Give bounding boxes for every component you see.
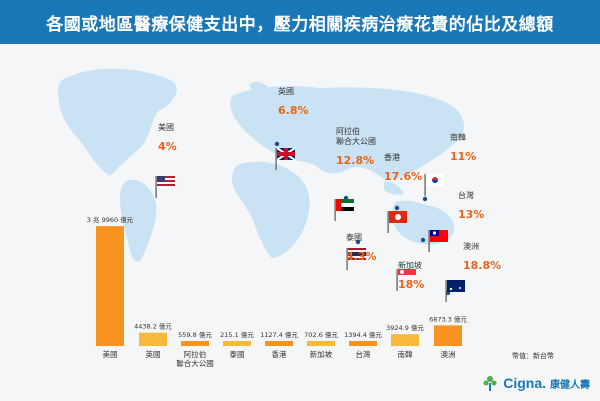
bar-value-label-7: 3924.9 億元: [386, 323, 424, 332]
pin-kr: [422, 196, 428, 202]
share-pct-uk: 6.8%: [278, 104, 309, 117]
flag-us-icon: [155, 176, 175, 198]
share-name-tw: 台灣: [458, 190, 474, 200]
bar-value-label-3: 215.1 億元: [220, 330, 254, 339]
share-pct-au: 18.8%: [463, 259, 501, 272]
share-pct-hk: 17.6%: [384, 170, 422, 183]
category-label-3: 泰國: [230, 349, 245, 359]
bar-2: [181, 341, 209, 346]
category-label-7: 南韓: [398, 349, 413, 359]
bar-value-label-2: 559.8 億元: [178, 330, 212, 339]
pin-th: [355, 239, 361, 245]
share-pct-uae: 12.8%: [336, 154, 374, 167]
pin-uk: [274, 141, 280, 147]
share-pct-us: 4%: [158, 140, 177, 153]
logo-cn: 康健人壽: [550, 379, 590, 391]
flag-hk-icon: [387, 211, 407, 233]
share-name-uae: 聯合大公國: [336, 136, 376, 146]
share-name-uk: 英國: [278, 86, 294, 96]
share-pct-tw: 13%: [458, 208, 484, 221]
share-pct-kr: 11%: [450, 150, 476, 163]
cigna-logo: Cigna. 康健人壽: [481, 374, 590, 392]
bar-4: [265, 341, 293, 346]
share-name-au: 澳洲: [463, 241, 479, 251]
bar-value-label-5: 702.6 億元: [304, 330, 338, 339]
flag-th-icon: [346, 248, 366, 270]
bar-value-label-8: 6873.3 億元: [429, 314, 467, 323]
bar-5: [307, 341, 335, 346]
share-name-sg: 新加坡: [398, 260, 422, 270]
bar-value-label-1: 4438.2 億元: [134, 322, 172, 331]
landmass-3: [232, 161, 310, 258]
category-label-4: 香港: [272, 349, 287, 359]
category-label-2: 聯合大公國: [176, 358, 214, 368]
flag-kr-icon: [424, 174, 444, 196]
bar-value-label-0: 3 兆 9960 億元: [87, 215, 134, 224]
landmass-1: [120, 179, 157, 262]
pin-tw: [420, 237, 426, 243]
category-label-8: 澳洲: [441, 349, 456, 359]
bar-3: [223, 341, 251, 346]
bar-value-label-6: 1394.4 億元: [344, 330, 382, 339]
flag-uk-icon: [275, 147, 296, 170]
chart-title: 各國或地區醫療保健支出中，壓力相關疾病治療花費的佔比及總額: [46, 14, 554, 35]
share-name-uae: 阿拉伯: [336, 126, 360, 136]
category-label-2: 阿拉伯: [184, 349, 207, 359]
currency-note: 幣值：新台幣: [512, 352, 554, 360]
share-name-us: 美國: [158, 122, 174, 132]
bar-6: [349, 341, 377, 346]
flag-au-icon: [445, 280, 465, 302]
logo-brand: Cigna.: [503, 375, 546, 391]
category-label-1: 英國: [146, 349, 161, 359]
bar-8: [434, 325, 462, 346]
location-pins: [155, 141, 465, 302]
landmass-0: [58, 68, 177, 176]
flag-sg-icon: [396, 269, 416, 291]
bar-1: [139, 332, 167, 346]
flag-tw-icon: [428, 230, 448, 252]
category-label-0: 美國: [103, 349, 118, 359]
landmass-5: [384, 181, 404, 195]
share-name-th: 泰國: [346, 232, 362, 242]
landmass-6: [250, 81, 268, 91]
bar-0: [96, 226, 124, 346]
bar-value-label-4: 1127.4 億元: [260, 330, 298, 339]
share-name-hk: 香港: [384, 152, 400, 162]
bar-7: [391, 334, 419, 346]
category-label-6: 台灣: [356, 349, 371, 359]
share-pct-sg: 18%: [398, 278, 424, 291]
title-banner: 各國或地區醫療保健支出中，壓力相關疾病治療花費的佔比及總額: [0, 0, 600, 44]
tree-icon: [483, 376, 497, 391]
share-pct-th: 4.3%: [346, 250, 377, 263]
category-label-5: 新加坡: [310, 349, 333, 359]
flag-uae-icon: [334, 199, 354, 221]
share-name-kr: 南韓: [450, 132, 466, 142]
pin-hk: [394, 205, 400, 211]
